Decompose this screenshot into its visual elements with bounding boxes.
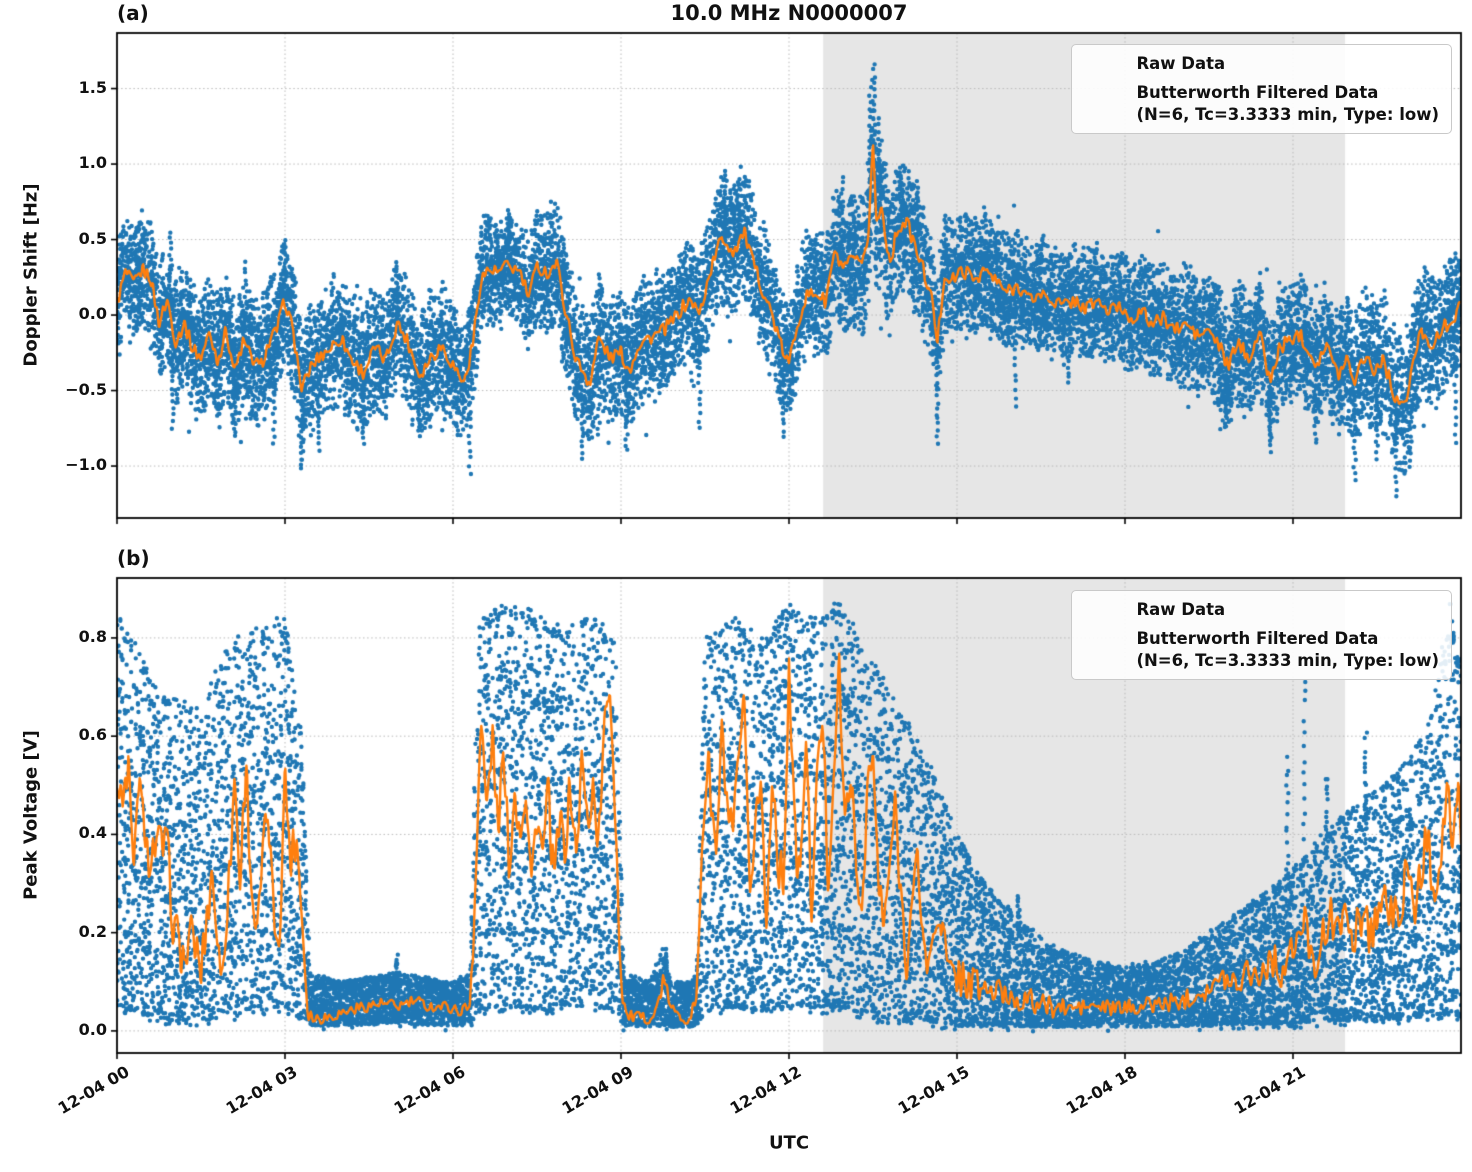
y-tick-label: 0.4	[78, 823, 107, 843]
chart-title: 10.0 MHz N0000007	[670, 1, 908, 25]
legend-raw-label: Raw Data	[1136, 600, 1226, 619]
y-axis-label-voltage: Peak Voltage [V]	[20, 730, 42, 900]
legend-entry-raw: Raw Data	[1078, 53, 1439, 75]
y-tick-label: 1.0	[78, 153, 107, 173]
legend-panel-b: Raw Data Butterworth Filtered Data (N=6,…	[1071, 590, 1452, 681]
legend-filtered-label: Butterworth Filtered Data	[1136, 82, 1379, 102]
legend-filtered-params: (N=6, Tc=3.3333 min, Type: low)	[1136, 650, 1439, 670]
legend-filtered-label: Butterworth Filtered Data	[1136, 628, 1379, 648]
y-tick-label: 0.2	[78, 921, 107, 941]
legend-raw-label: Raw Data	[1136, 54, 1226, 73]
y-tick-label: 0.5	[78, 228, 107, 248]
y-axis-label-doppler: Doppler Shift [Hz]	[20, 183, 42, 367]
raw-data-marker-icon	[1103, 606, 1111, 614]
raw-data-marker-icon	[1103, 60, 1111, 68]
legend-entry-filtered: Butterworth Filtered Data (N=6, Tc=3.333…	[1078, 628, 1439, 672]
filtered-line-marker-icon	[1084, 102, 1130, 105]
legend-filtered-params: (N=6, Tc=3.3333 min, Type: low)	[1136, 104, 1439, 124]
y-tick-label: 0.8	[78, 626, 107, 646]
panel-b-label: (b)	[117, 546, 150, 570]
legend-entry-filtered: Butterworth Filtered Data (N=6, Tc=3.333…	[1078, 82, 1439, 126]
y-tick-label: 0.6	[78, 725, 107, 745]
legend-panel-a: Raw Data Butterworth Filtered Data (N=6,…	[1071, 44, 1452, 135]
y-tick-label: 0.0	[78, 1019, 107, 1039]
panel-a-label: (a)	[117, 1, 149, 25]
filtered-line-marker-icon	[1084, 648, 1130, 651]
y-tick-label: 0.0	[78, 304, 107, 324]
legend-entry-raw: Raw Data	[1078, 599, 1439, 621]
y-tick-label: 1.5	[78, 77, 107, 97]
x-axis-label: UTC	[768, 1132, 810, 1154]
y-tick-label: −1.0	[65, 455, 107, 475]
y-tick-label: −0.5	[65, 379, 107, 399]
